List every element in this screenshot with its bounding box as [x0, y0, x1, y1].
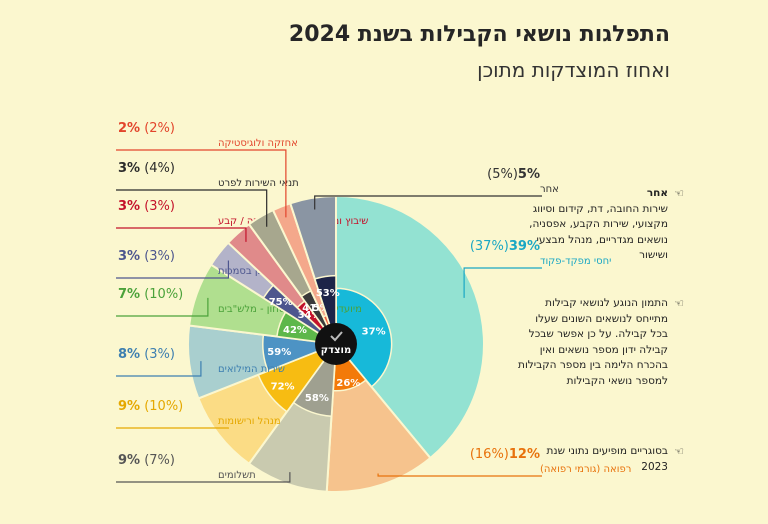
slice-8: 41% 3% (4%) תנאי השירות לפרט: [116, 161, 337, 345]
justified-label: 53%: [316, 288, 340, 299]
leader-line: [116, 297, 209, 317]
leader-line: [116, 361, 202, 377]
justified-wedge: [335, 287, 393, 388]
slice-name-label: מנהל ורישומות: [218, 416, 281, 427]
justified-label: 26%: [336, 378, 360, 389]
slice-name-label: אחזקה ולוגיסטיקה: [218, 138, 298, 149]
slice-name-label: יחסי מפקד-פקוד: [540, 256, 611, 267]
justified-label: 37%: [362, 326, 386, 337]
leader-line: [116, 227, 247, 242]
leader-line: [463, 267, 542, 298]
slice-value-label: 3% (3%): [118, 249, 175, 264]
note-other-text: שירות החובה, דת, קידום וסיווג מקצועי, שי…: [529, 202, 668, 262]
slice-value-label: (16%)12%: [470, 447, 540, 462]
slice-name-label: אחר: [540, 184, 559, 195]
hand-pointer-icon: ☜: [674, 297, 684, 310]
justified-label: 42%: [283, 325, 307, 336]
justified-label: 5%: [313, 303, 330, 314]
slice-10: 53% (5%)5%אחר: [289, 167, 559, 345]
leader-line: [116, 427, 230, 429]
slice-name-label: תנאי השירות לפרט: [218, 178, 299, 189]
justified-label: 41%: [302, 303, 326, 314]
justified-label: 75%: [269, 297, 293, 308]
hand-pointer-icon: ☜: [674, 445, 684, 458]
leader-line: [116, 260, 230, 279]
slice-name-label: שירות המילואים: [218, 364, 285, 375]
slice-value-label: 3% (4%): [118, 161, 175, 176]
note-brackets-text: בסוגריים מופיעים נתוני שנת 2023: [546, 445, 668, 473]
chart-subtitle: ואחוז המוצדקות מתוכן: [477, 58, 670, 82]
note-other-title: אחר: [646, 187, 668, 199]
leader-line: [377, 473, 542, 477]
slice-value-label: (37%)39%: [470, 239, 540, 254]
leader-line: [116, 472, 291, 483]
check-icon: [330, 331, 343, 342]
slice-4: 59% 8% (3%) שירות המילואים: [116, 324, 337, 400]
leader-line: [116, 189, 268, 227]
center-badge: [315, 323, 357, 365]
slice-9: 5% 2% (2%) אחזקה ולוגיסטיקה: [116, 121, 337, 345]
center-label: מוצדק: [321, 345, 351, 356]
slice-value-label: 3% (3%): [118, 199, 175, 214]
justified-label: 59%: [267, 347, 291, 358]
outer-wedge: [335, 194, 485, 460]
justified-label: 72%: [271, 381, 295, 392]
leader-line: [116, 149, 287, 218]
slice-value-label: 8% (3%): [118, 347, 175, 362]
note-other: ☜ אחר שירות החובה, דת, קידום וסיווג מקצו…: [518, 186, 684, 264]
slice-name-label: תשלומים: [218, 470, 256, 481]
slice-name-label: רפואה (גורמי רפואה): [540, 464, 631, 475]
slice-value-label: 7% (10%): [118, 287, 183, 302]
slice-value-label: 9% (7%): [118, 453, 175, 468]
leader-line: [314, 195, 542, 210]
chart-title: התפלגות נושאי הקבילות בשנת 2024: [288, 22, 670, 47]
note-method-text: התמון הנוגע לנושאי קבילות מתייחס לנושאים…: [518, 297, 668, 387]
justified-label: 34%: [298, 310, 322, 321]
hand-pointer-icon: ☜: [674, 187, 684, 200]
slice-3: 72% 9% (10%) מנהל ורישומות: [116, 341, 339, 466]
note-method: ☜ התמון הנוגע לנושאי קבילות מתייחס לנושא…: [518, 296, 684, 389]
justified-label: 58%: [305, 393, 329, 404]
slice-value-label: 2% (2%): [118, 121, 175, 136]
slice-0: 37% (37%)39%יחסי מפקד-פקוד: [335, 194, 611, 460]
slice-value-label: (5%)5%: [487, 167, 540, 182]
slice-value-label: 9% (10%): [118, 399, 183, 414]
note-brackets: ☜ בסוגריים מופיעים נתוני שנת 2023: [518, 444, 684, 475]
